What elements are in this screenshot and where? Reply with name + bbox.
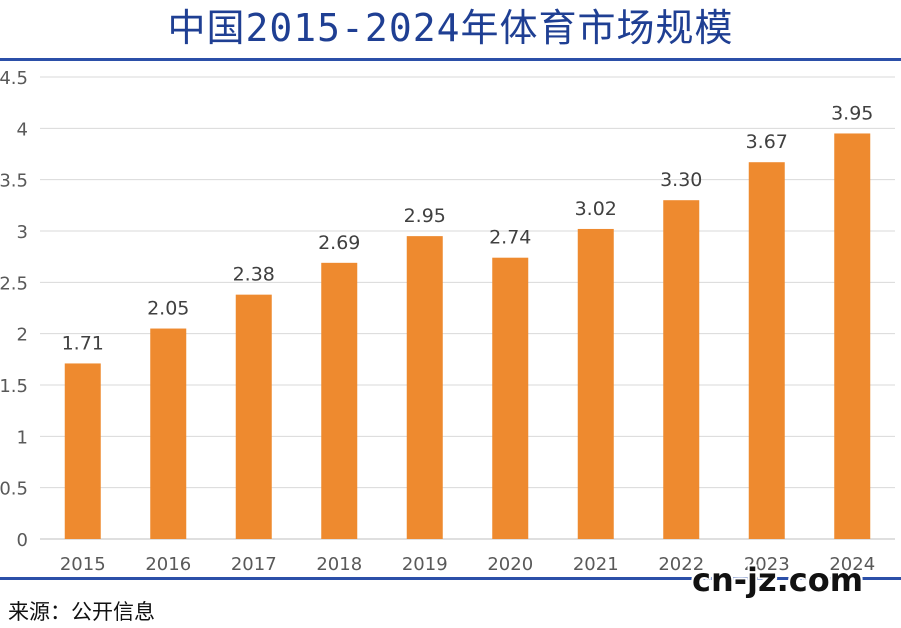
bar-2017 xyxy=(235,294,272,539)
y-tick-label: 1 xyxy=(17,427,28,448)
data-label-2024: 3.95 xyxy=(831,102,873,124)
chart-title: 中国2015-2024年体育市场规模 xyxy=(167,6,734,50)
x-tick-label-2021: 2021 xyxy=(573,554,619,574)
data-label-2019: 2.95 xyxy=(404,205,446,227)
bar-2021 xyxy=(577,228,614,540)
x-tick-label-2024: 2024 xyxy=(829,554,875,574)
bar-2018 xyxy=(321,262,358,539)
x-tick-label-2015: 2015 xyxy=(60,554,106,574)
data-label-2018: 2.69 xyxy=(318,232,360,254)
y-tick-label: 4 xyxy=(17,119,28,140)
bar-2016 xyxy=(150,328,187,539)
x-tick-label-2023: 2023 xyxy=(744,554,790,574)
y-tick-label: 0 xyxy=(17,530,28,551)
bars xyxy=(64,133,871,540)
data-labels: 1.71 2.05 2.38 2.69 2.95 2.74 3.02 3.30 3.67 3.95 xyxy=(62,102,874,354)
data-label-2016: 2.05 xyxy=(147,298,189,320)
watermark-text: cn-jz.com xyxy=(692,561,864,599)
y-tick-label: 0.5 xyxy=(0,479,28,500)
x-tick-label-2018: 2018 xyxy=(316,554,362,574)
footer-divider xyxy=(0,577,901,580)
source-note: 来源：公开信息 xyxy=(8,600,155,624)
bar-chart: 0 0.5 1 1.5 2 2.5 3 3.5 4 4.5 1.71 2.05 2.38 2.69 2.9… xyxy=(0,68,895,574)
bar-2020 xyxy=(492,257,529,539)
bar-2023 xyxy=(748,162,785,540)
bar-2015 xyxy=(64,363,101,539)
data-label-2015: 1.71 xyxy=(62,332,104,354)
x-tick-label-2019: 2019 xyxy=(402,554,448,574)
y-tick-label: 2 xyxy=(17,325,28,346)
x-tick-label-2016: 2016 xyxy=(145,554,191,574)
y-tick-label: 3 xyxy=(17,222,28,243)
bar-2024 xyxy=(834,133,871,539)
bar-2019 xyxy=(406,236,443,539)
data-label-2023: 3.67 xyxy=(746,131,788,153)
title-divider xyxy=(0,58,901,61)
y-tick-label: 1.5 xyxy=(0,376,28,397)
data-label-2017: 2.38 xyxy=(233,264,275,286)
data-label-2022: 3.30 xyxy=(660,169,702,191)
y-tick-label: 3.5 xyxy=(0,171,28,192)
y-tick-label: 2.5 xyxy=(0,273,28,294)
y-axis-ticks: 0 0.5 1 1.5 2 2.5 3 3.5 4 4.5 xyxy=(0,68,28,551)
data-label-2021: 3.02 xyxy=(575,198,617,220)
x-tick-label-2020: 2020 xyxy=(487,554,533,574)
x-tick-label-2017: 2017 xyxy=(231,554,277,574)
data-label-2020: 2.74 xyxy=(489,227,531,249)
x-tick-label-2022: 2022 xyxy=(658,554,704,574)
x-axis-ticks: 2015 2016 2017 2018 2019 2020 2021 2022 2023 2024 xyxy=(60,554,875,574)
y-tick-label: 4.5 xyxy=(0,68,28,89)
bar-2022 xyxy=(663,200,700,539)
